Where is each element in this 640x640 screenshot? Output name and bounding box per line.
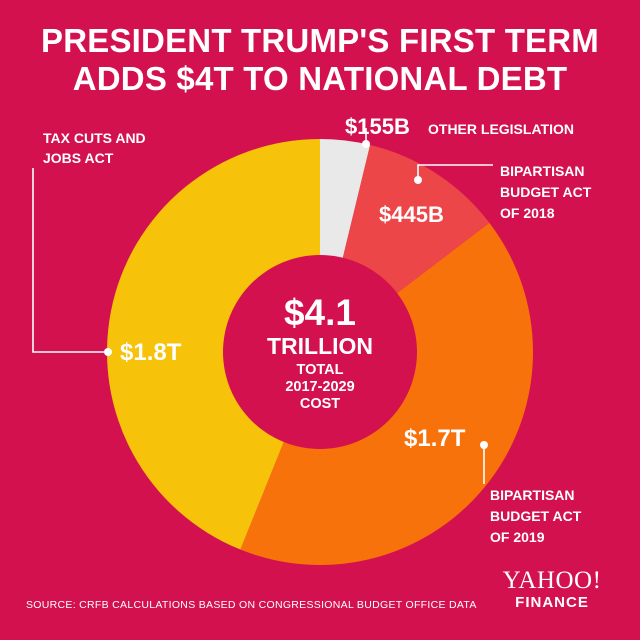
name-label-bba2018-line-3: OF 2018 <box>500 205 555 221</box>
name-label-bba2019-line-2: BUDGET ACT <box>490 508 582 524</box>
logo-brand: YAHOO! <box>502 567 602 594</box>
center-line-3: COST <box>300 396 340 412</box>
leader-dot-tax <box>104 348 112 356</box>
logo-sub: FINANCE <box>515 594 589 611</box>
center-line-2: 2017-2029 <box>285 379 354 395</box>
donut-slice-tax-cuts-and-jobs-act <box>106 139 320 550</box>
name-label-bba2018-line-1: BIPARTISAN <box>500 163 585 179</box>
title-line-2: ADDS $4T TO NATIONAL DEBT <box>72 60 568 97</box>
value-label-bba2018: $445B <box>379 202 444 227</box>
name-label-other: OTHER LEGISLATION <box>428 121 574 137</box>
name-label-tax-line-1: TAX CUTS AND <box>43 130 146 146</box>
chart-title: PRESIDENT TRUMP'S FIRST TERM ADDS $4T TO… <box>0 22 640 98</box>
name-label-tax-line-2: JOBS ACT <box>43 150 114 166</box>
title-line-1: PRESIDENT TRUMP'S FIRST TERM <box>41 22 599 59</box>
center-unit: TRILLION <box>267 333 373 359</box>
name-label-bba2019-line-3: OF 2019 <box>490 529 545 545</box>
donut-center <box>223 255 417 449</box>
leader-dots <box>104 140 488 449</box>
value-label-bba2019: $1.7T <box>404 425 466 452</box>
leader-dot-bba2019 <box>480 441 488 449</box>
leader-line-bba2018 <box>417 164 493 180</box>
leader-line-tax <box>32 168 108 353</box>
leader-dot-bba2018 <box>414 176 422 184</box>
center-line-1: TOTAL <box>297 362 344 378</box>
value-label-tax: $1.8T <box>120 339 182 366</box>
name-label-bba2019-line-1: BIPARTISAN <box>490 487 575 503</box>
source-note: SOURCE: CRFB CALCULATIONS BASED ON CONGR… <box>26 599 477 611</box>
value-label-other: $155B <box>345 114 410 139</box>
center-value: $4.1 <box>284 292 356 333</box>
name-label-bba2018-line-2: BUDGET ACT <box>500 184 592 200</box>
yahoo-finance-logo: YAHOO! FINANCE <box>496 568 608 612</box>
leader-dot-other <box>362 140 370 148</box>
leader-lines <box>32 128 493 484</box>
